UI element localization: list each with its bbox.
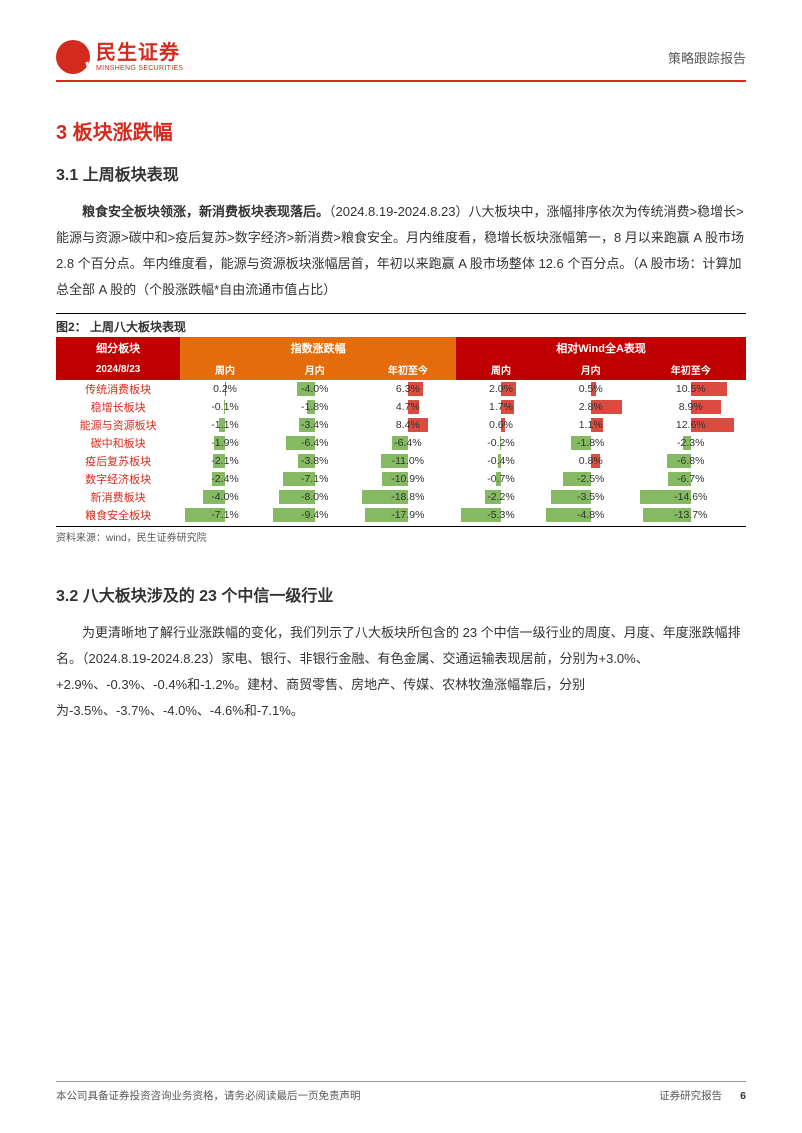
table-group-header: 指数涨跌幅 — [180, 337, 456, 359]
table-row: 碳中和板块-1.9%-6.4%-6.4%-0.2%-1.8%-2.3% — [56, 434, 746, 452]
section-3-2-title: 3.2 八大板块涉及的 23 个中信一级行业 — [56, 582, 746, 606]
table-row: 粮食安全板块-7.1%-9.4%-17.9%-5.3%-4.8%-13.7% — [56, 506, 746, 524]
value-cell: -2.2% — [456, 488, 546, 506]
table-group-header: 细分板块 — [56, 337, 180, 359]
value-cell: -13.7% — [636, 506, 746, 524]
value-cell: -9.4% — [270, 506, 360, 524]
logo: 民生证券 MINSHENG SECURITIES — [56, 40, 183, 74]
value-cell: -2.4% — [180, 470, 270, 488]
sector-name-cell: 碳中和板块 — [56, 434, 180, 452]
section-3-1-title: 3.1 上周板块表现 — [56, 161, 746, 185]
value-cell: 0.5% — [546, 380, 636, 398]
figure-2-title: 图2： 上周八大板块表现 — [56, 313, 746, 335]
logo-text-cn: 民生证券 — [96, 43, 183, 63]
table-row: 疫后复苏板块-2.1%-3.8%-11.0%-0.4%0.8%-6.8% — [56, 452, 746, 470]
value-cell: 2.8% — [546, 398, 636, 416]
value-cell: 10.5% — [636, 380, 746, 398]
value-cell: 1.7% — [456, 398, 546, 416]
value-cell: -18.8% — [360, 488, 457, 506]
value-cell: -14.6% — [636, 488, 746, 506]
value-cell: -1.8% — [270, 398, 360, 416]
value-cell: -6.7% — [636, 470, 746, 488]
sector-name-cell: 能源与资源板块 — [56, 416, 180, 434]
value-cell: -1.8% — [546, 434, 636, 452]
table-sub-header: 月内 — [546, 359, 636, 380]
value-cell: -8.0% — [270, 488, 360, 506]
table-row: 新消费板块-4.0%-8.0%-18.8%-2.2%-3.5%-14.6% — [56, 488, 746, 506]
value-cell: -7.1% — [270, 470, 360, 488]
sector-performance-table: 细分板块指数涨跌幅相对Wind全A表现 2024/8/23周内月内年初至今周内月… — [56, 337, 746, 524]
value-cell: -4.0% — [270, 380, 360, 398]
table-sub-header: 年初至今 — [360, 359, 457, 380]
value-cell: -2.1% — [180, 452, 270, 470]
table-sub-header: 月内 — [270, 359, 360, 380]
value-cell: -0.2% — [456, 434, 546, 452]
value-cell: 12.6% — [636, 416, 746, 434]
value-cell: -3.5% — [546, 488, 636, 506]
sector-name-cell: 数字经济板块 — [56, 470, 180, 488]
value-cell: -7.1% — [180, 506, 270, 524]
value-cell: 8.9% — [636, 398, 746, 416]
sector-name-cell: 疫后复苏板块 — [56, 452, 180, 470]
page-header: 民生证券 MINSHENG SECURITIES 策略跟踪报告 — [56, 40, 746, 82]
value-cell: 4.7% — [360, 398, 457, 416]
sector-name-cell: 传统消费板块 — [56, 380, 180, 398]
footer-report-type: 证券研究报告 — [659, 1088, 722, 1103]
value-cell: -2.3% — [636, 434, 746, 452]
value-cell: 2.0% — [456, 380, 546, 398]
value-cell: -4.0% — [180, 488, 270, 506]
table-group-header: 相对Wind全A表现 — [456, 337, 746, 359]
table-row: 稳增长板块-0.1%-1.8%4.7%1.7%2.8%8.9% — [56, 398, 746, 416]
section-3-2-paragraph: 为更清晰地了解行业涨跌幅的变化，我们列示了八大板块所包含的 23 个中信一级行业… — [56, 620, 746, 724]
value-cell: 1.1% — [546, 416, 636, 434]
value-cell: -6.8% — [636, 452, 746, 470]
value-cell: -1.1% — [180, 416, 270, 434]
value-cell: -10.9% — [360, 470, 457, 488]
value-cell: 0.8% — [546, 452, 636, 470]
value-cell: -6.4% — [270, 434, 360, 452]
value-cell: 0.6% — [456, 416, 546, 434]
value-cell: -2.5% — [546, 470, 636, 488]
value-cell: -6.4% — [360, 434, 457, 452]
table-row: 能源与资源板块-1.1%-3.4%8.4%0.6%1.1%12.6% — [56, 416, 746, 434]
table-sub-header: 2024/8/23 — [56, 359, 180, 380]
sector-name-cell: 稳增长板块 — [56, 398, 180, 416]
value-cell: 0.2% — [180, 380, 270, 398]
logo-icon — [56, 40, 90, 74]
table-row: 数字经济板块-2.4%-7.1%-10.9%-0.7%-2.5%-6.7% — [56, 470, 746, 488]
value-cell: 8.4% — [360, 416, 457, 434]
value-cell: -0.7% — [456, 470, 546, 488]
table-row: 传统消费板块0.2%-4.0%6.3%2.0%0.5%10.5% — [56, 380, 746, 398]
value-cell: 6.3% — [360, 380, 457, 398]
logo-text-en: MINSHENG SECURITIES — [96, 65, 183, 72]
table-sub-header: 年初至今 — [636, 359, 746, 380]
value-cell: -17.9% — [360, 506, 457, 524]
sector-name-cell: 粮食安全板块 — [56, 506, 180, 524]
sector-name-cell: 新消费板块 — [56, 488, 180, 506]
value-cell: -0.4% — [456, 452, 546, 470]
header-category: 策略跟踪报告 — [668, 48, 746, 67]
value-cell: -3.4% — [270, 416, 360, 434]
value-cell: -4.8% — [546, 506, 636, 524]
section-3-1-bold: 粮食安全板块领涨，新消费板块表现落后。 — [82, 204, 329, 219]
value-cell: -1.9% — [180, 434, 270, 452]
section-3-1-paragraph: 粮食安全板块领涨，新消费板块表现落后。（2024.8.19-2024.8.23）… — [56, 199, 746, 303]
section-3-title: 3 板块涨跌幅 — [56, 116, 746, 145]
value-cell: -5.3% — [456, 506, 546, 524]
footer-disclaimer: 本公司具备证券投资咨询业务资格，请务必阅读最后一页免责声明 — [56, 1088, 361, 1103]
value-cell: -0.1% — [180, 398, 270, 416]
figure-2-source: 资料来源：wind，民生证券研究院 — [56, 526, 746, 544]
page-footer: 本公司具备证券投资咨询业务资格，请务必阅读最后一页免责声明 证券研究报告 6 — [56, 1081, 746, 1103]
value-cell: -3.8% — [270, 452, 360, 470]
footer-page-number: 6 — [740, 1090, 746, 1102]
value-cell: -11.0% — [360, 452, 457, 470]
table-sub-header: 周内 — [180, 359, 270, 380]
table-sub-header: 周内 — [456, 359, 546, 380]
